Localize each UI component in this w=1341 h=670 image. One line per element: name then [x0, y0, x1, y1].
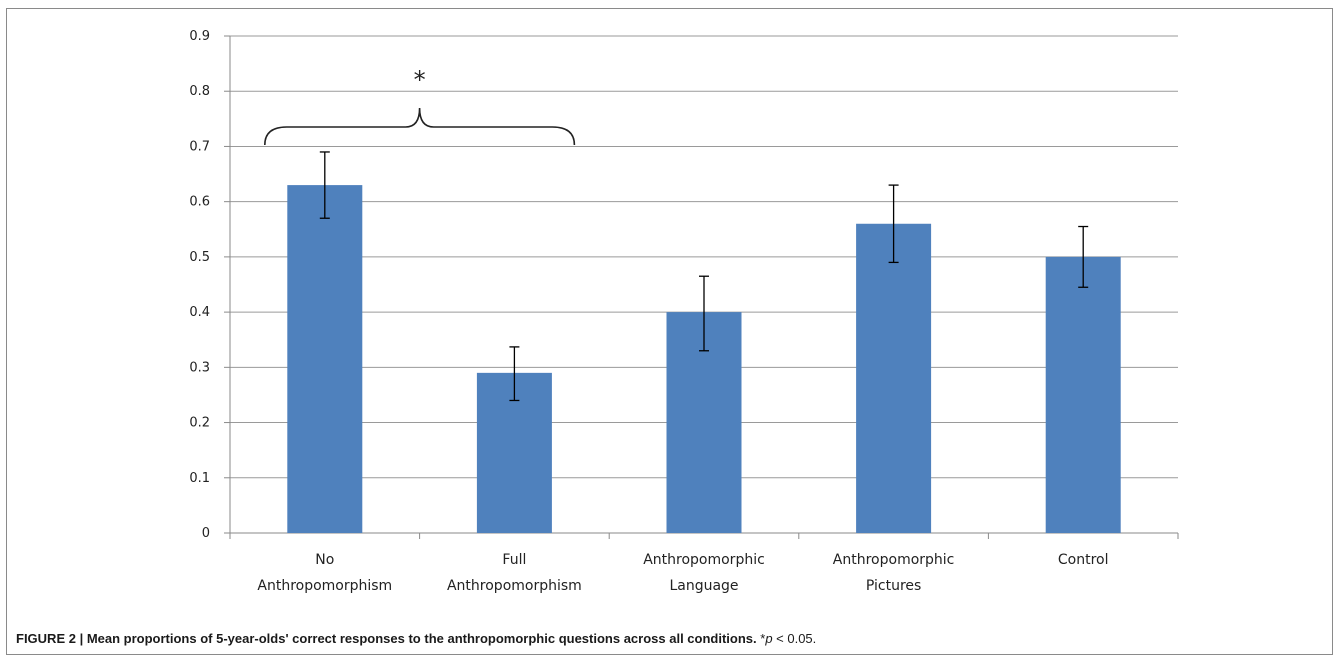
figure-caption: FIGURE 2 | Mean proportions of 5-year-ol…	[16, 631, 816, 646]
bars	[287, 185, 1121, 533]
y-tick-label: 0.8	[189, 84, 210, 99]
category-label: Anthropomorphic	[643, 552, 765, 568]
bar	[287, 185, 363, 533]
significance-brace	[264, 107, 576, 146]
category-label: Language	[669, 578, 738, 594]
y-tick-label: 0.7	[189, 139, 210, 154]
bar	[1045, 256, 1121, 533]
grid-lines	[230, 35, 1178, 479]
y-tick-label: 0	[202, 526, 210, 541]
axis-labels: 0 0.1 0.2 0.3 0.4 0.5 0.6 0.7 0.8 0.9 No Anthropomo…	[189, 29, 1108, 594]
error-bars	[319, 151, 1089, 402]
caption-note-p: p	[765, 631, 773, 646]
significance-bracket: *	[264, 66, 576, 146]
category-label: Pictures	[866, 578, 921, 594]
bar-chart: 0 0.1 0.2 0.3 0.4 0.5 0.6 0.7 0.8 0.9 No Anthropomo…	[189, 29, 1179, 594]
y-tick-label: 0.4	[189, 305, 210, 320]
y-tick-label: 0.1	[189, 471, 210, 486]
category-label: Anthropomorphism	[447, 578, 582, 594]
category-label: No	[315, 552, 334, 568]
y-tick-label: 0.2	[189, 416, 210, 431]
category-label: Control	[1058, 552, 1109, 568]
caption-title: FIGURE 2 | Mean proportions of 5-year-ol…	[16, 631, 757, 646]
category-label: Anthropomorphic	[833, 552, 955, 568]
y-tick-label: 0.3	[189, 360, 210, 375]
bar	[856, 223, 932, 533]
caption-note-prefix: *	[756, 631, 766, 646]
category-label: Full	[502, 552, 526, 568]
caption-note-suffix: < 0.05.	[772, 631, 817, 646]
y-tick-label: 0.9	[189, 29, 210, 44]
category-label: Anthropomorphism	[257, 578, 392, 594]
y-tick-label: 0.6	[189, 195, 210, 210]
significance-star: *	[414, 66, 426, 94]
y-tick-label: 0.5	[189, 250, 210, 265]
